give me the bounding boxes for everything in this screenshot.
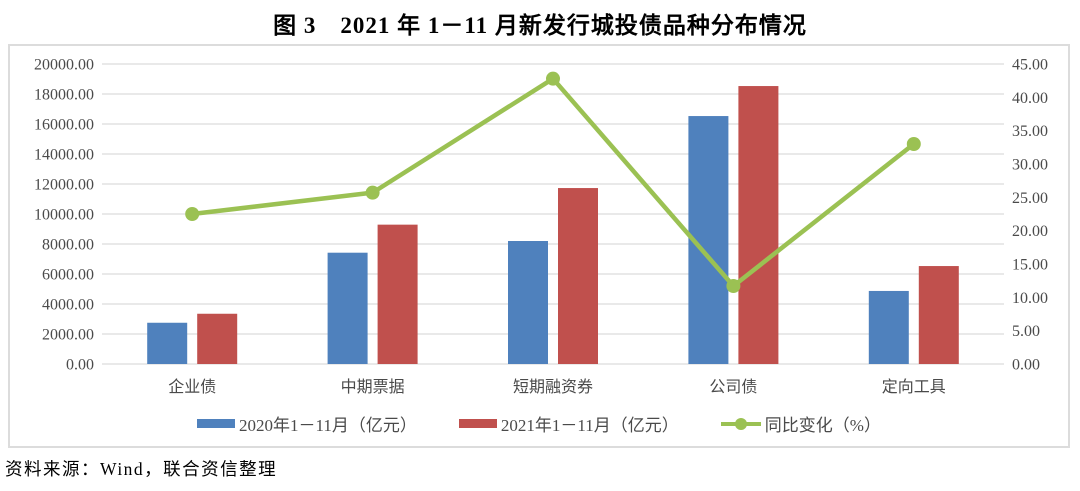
legend-item-2021: 2021年1－11月（亿元） (458, 411, 679, 436)
category-label: 定向工具 (882, 378, 946, 396)
legend-swatch-2021-icon (458, 419, 497, 428)
right-axis-tick: 35.00 (1012, 123, 1048, 140)
right-axis-tick: 15.00 (1012, 257, 1048, 274)
legend-swatch-2020-icon (197, 419, 236, 428)
right-axis-tick: 25.00 (1012, 190, 1048, 207)
legend-label-2020: 2020年1－11月（亿元） (239, 416, 417, 435)
chart-title: 图 3 2021 年 1－11 月新发行城投债品种分布情况 (273, 13, 807, 38)
legend-line-marker-icon (720, 417, 761, 431)
left-axis-tick: 14000.00 (34, 147, 94, 164)
bar-2020年1－11月（亿元）-定向工具 (868, 290, 909, 364)
bar-2021年1－11月（亿元）-公司债 (738, 86, 779, 365)
right-axis-tick: 40.00 (1012, 90, 1048, 107)
left-axis-tick: 4000.00 (42, 297, 94, 314)
bar-2021年1－11月（亿元）-短期融资券 (558, 188, 598, 364)
chart-legend: 2020年1－11月（亿元） 2021年1－11月（亿元） 同比变化（%） (10, 411, 1068, 436)
legend-label-2021: 2021年1－11月（亿元） (500, 416, 679, 435)
left-axis-tick: 0.00 (66, 357, 94, 374)
bar-2021年1－11月（亿元）-定向工具 (918, 266, 959, 364)
category-label: 公司债 (709, 378, 757, 396)
yoy-point-企业债 (185, 207, 200, 221)
left-axis-tick: 12000.00 (34, 177, 94, 194)
yoy-point-公司债 (726, 279, 741, 293)
left-axis-tick: 2000.00 (42, 327, 94, 344)
left-axis-tick: 10000.00 (34, 207, 94, 224)
left-axis-tick: 6000.00 (42, 267, 94, 284)
right-axis-tick: 0.00 (1012, 357, 1040, 374)
bar-2020年1－11月（亿元）-中期票据 (327, 252, 368, 364)
bar-2021年1－11月（亿元）-中期票据 (377, 224, 418, 364)
right-axis-tick: 45.00 (1012, 57, 1048, 74)
legend-label-yoy: 同比变化（%） (764, 416, 881, 435)
chart-frame: 20000.00 18000.00 16000.00 14000.00 12000.00… (8, 44, 1070, 448)
category-label: 短期融资券 (513, 378, 593, 396)
left-axis-tick: 20000.00 (34, 57, 94, 74)
legend-item-yoy: 同比变化（%） (720, 411, 881, 436)
right-axis-tick: 10.00 (1012, 290, 1048, 307)
yoy-point-短期融资券 (546, 71, 560, 86)
yoy-point-中期票据 (365, 185, 380, 200)
left-axis-tick: 18000.00 (34, 87, 94, 104)
bar-2021年1－11月（亿元）-企业债 (197, 313, 238, 364)
left-axis-tick: 8000.00 (42, 237, 94, 254)
right-axis-tick: 5.00 (1012, 323, 1040, 340)
category-label: 中期票据 (341, 378, 405, 396)
source-note: 资料来源：Wind，联合资信整理 (5, 459, 278, 479)
bar-2020年1－11月（亿元）-短期融资券 (508, 241, 548, 364)
chart-plot-area: 20000.00 18000.00 16000.00 14000.00 12000.00… (34, 57, 1048, 397)
yoy-point-定向工具 (906, 137, 921, 151)
bar-2020年1－11月（亿元）-企业债 (147, 322, 188, 364)
category-label: 企业债 (168, 378, 216, 396)
legend-item-2020: 2020年1－11月（亿元） (197, 411, 417, 436)
right-axis-tick: 30.00 (1012, 157, 1048, 174)
right-axis-tick: 20.00 (1012, 223, 1048, 240)
left-axis-tick: 16000.00 (34, 117, 94, 134)
yoy-line (189, 76, 917, 289)
